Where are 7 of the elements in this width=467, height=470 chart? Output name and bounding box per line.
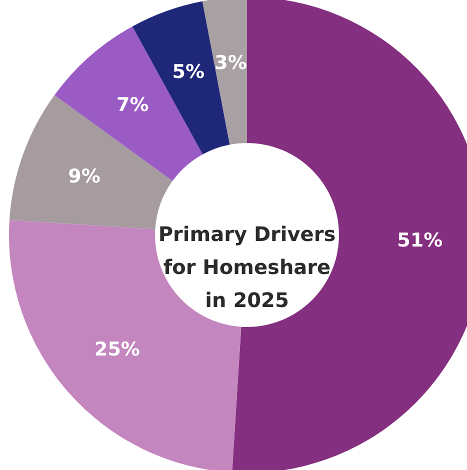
data-label: 3% bbox=[214, 52, 247, 74]
data-label: 9% bbox=[68, 165, 100, 188]
data-label: 7% bbox=[116, 94, 149, 116]
data-label: 25% bbox=[94, 338, 140, 360]
data-label: 5% bbox=[172, 61, 205, 84]
text: Primary Drivers for Homeshare in 2025 bbox=[158, 222, 336, 312]
data-label: 51% bbox=[397, 229, 443, 252]
